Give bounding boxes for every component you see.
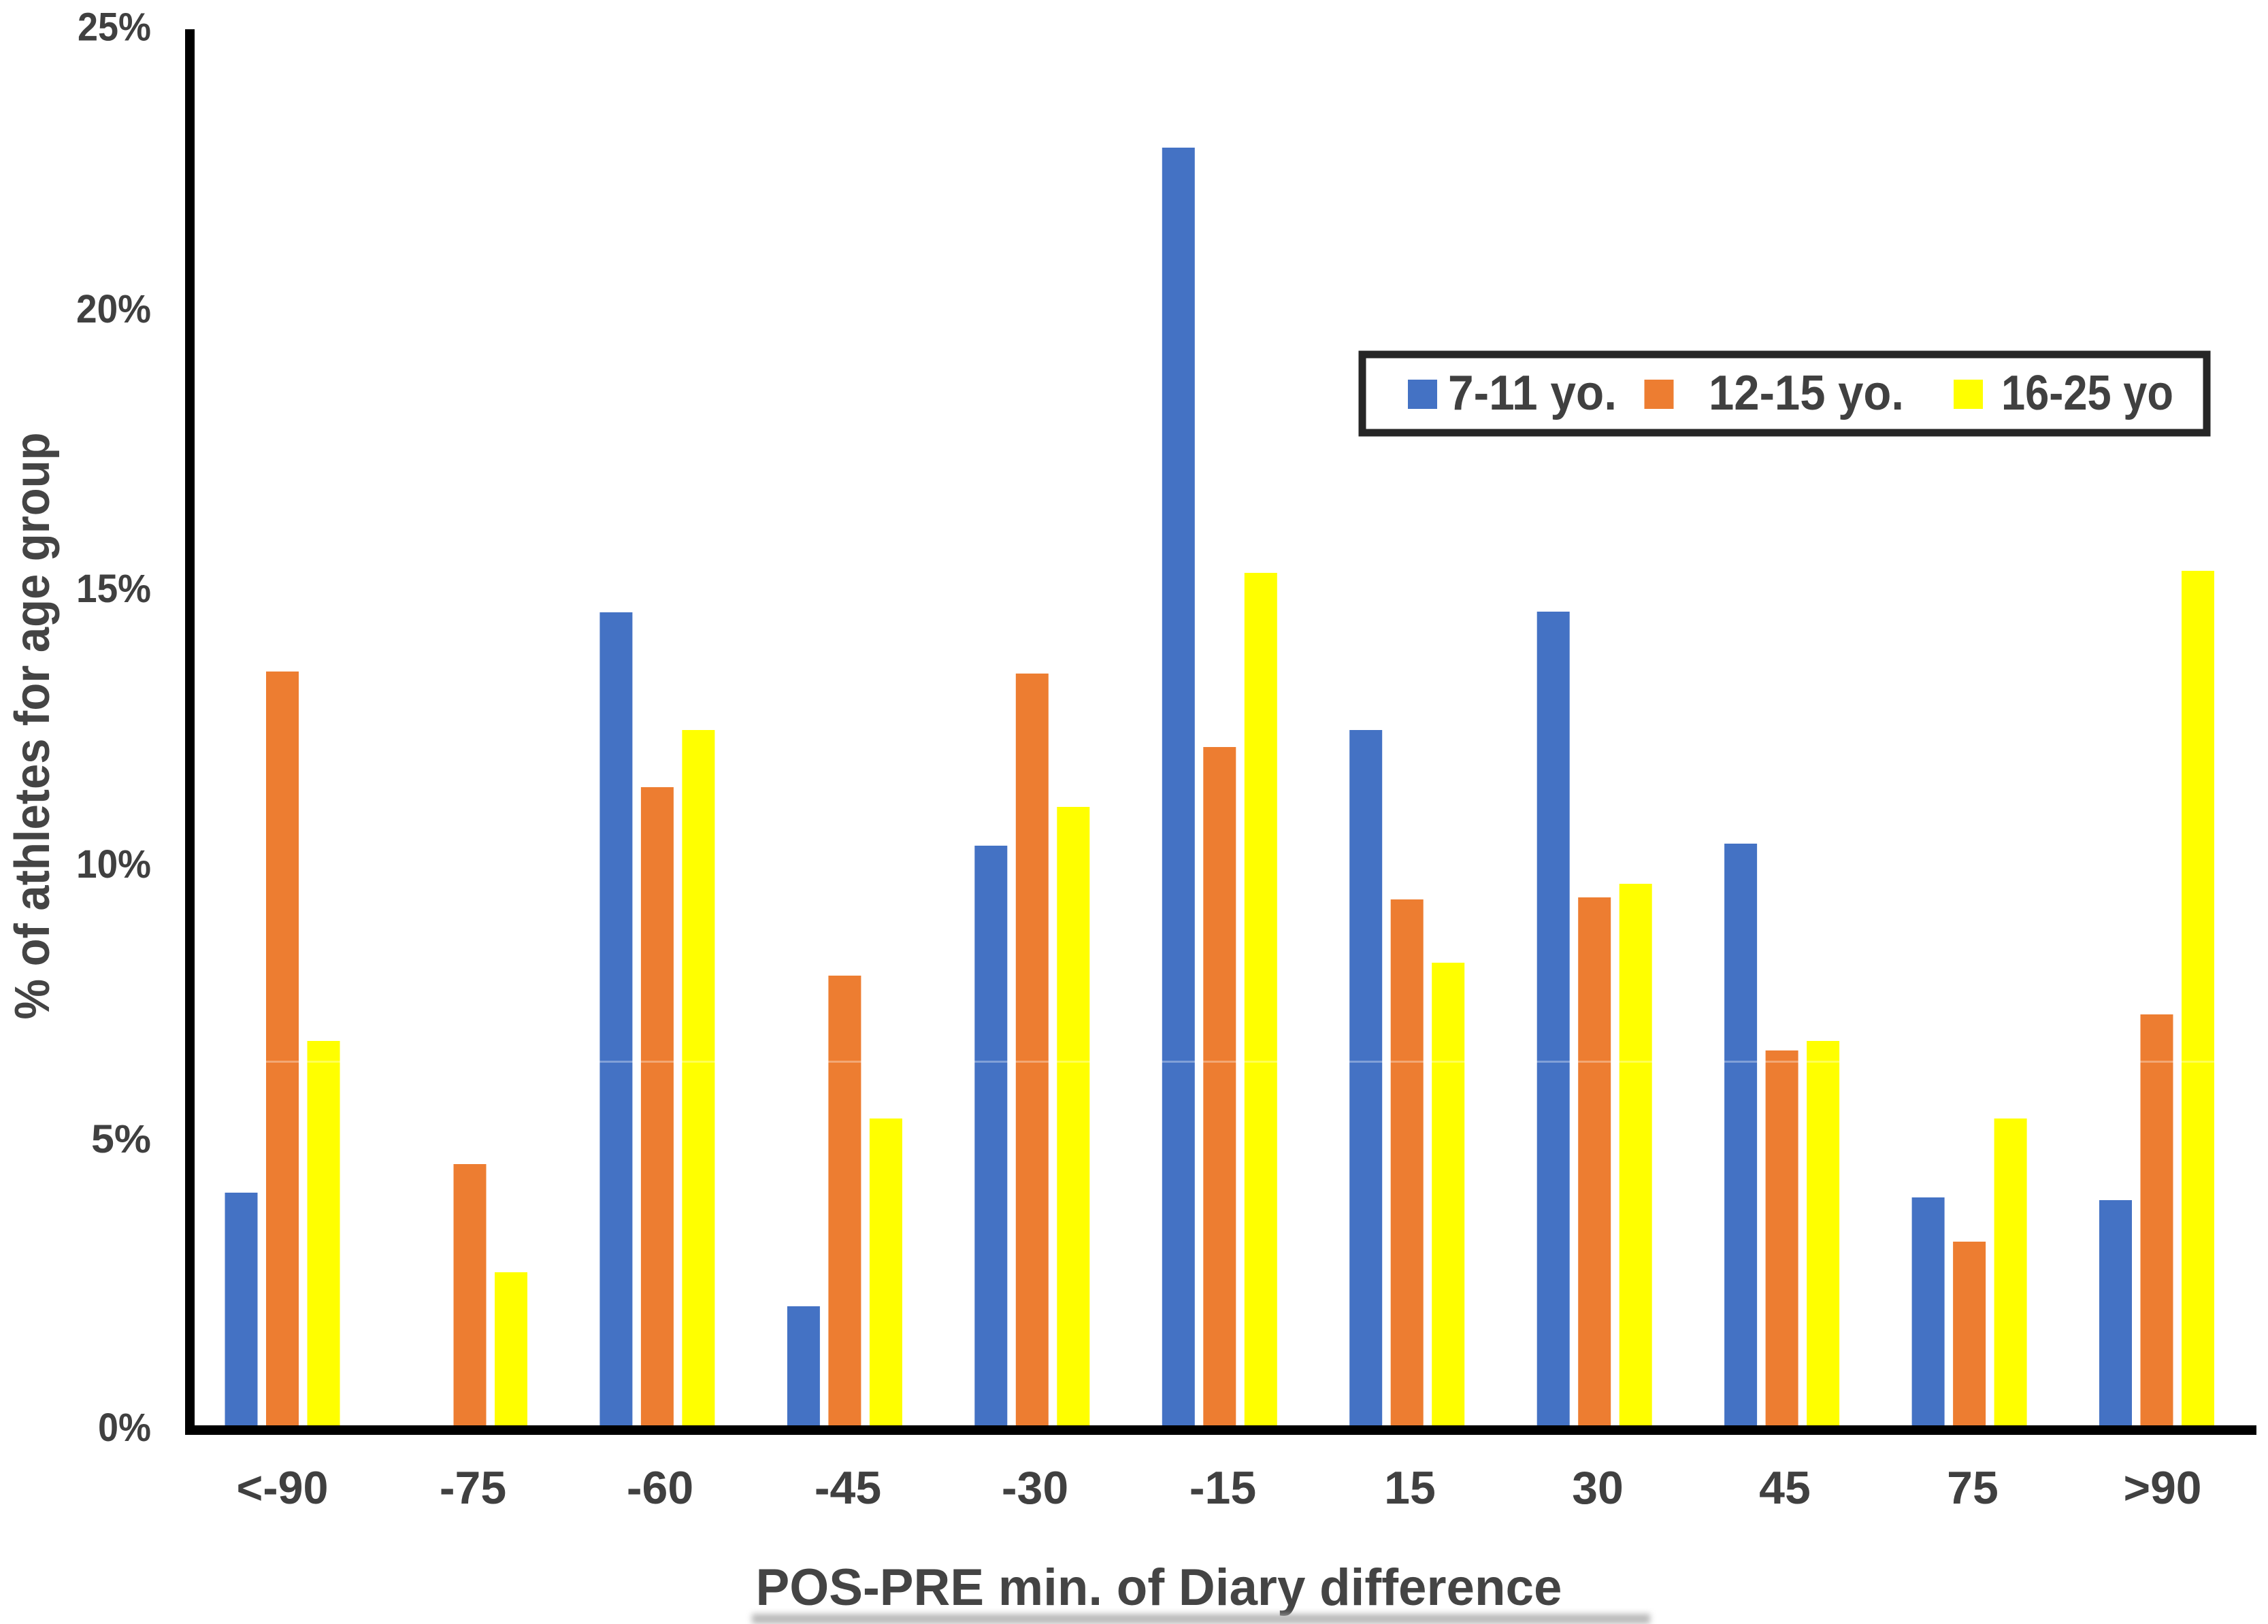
svg-text:<-90: <-90 [237,1462,329,1514]
svg-text:12-15 yo.: 12-15 yo. [1709,366,1904,420]
svg-text:30: 30 [1572,1462,1624,1514]
svg-text:15%: 15% [76,567,151,611]
svg-text:75: 75 [1947,1462,1999,1514]
svg-text:-45: -45 [815,1462,881,1514]
svg-text:-60: -60 [627,1462,693,1514]
svg-text:20%: 20% [76,287,151,331]
svg-text:45: 45 [1759,1462,1811,1514]
svg-text:POS-PRE min. of Diary differen: POS-PRE min. of Diary difference [756,1559,1562,1617]
svg-text:5%: 5% [91,1117,151,1161]
svg-text:>90: >90 [2124,1462,2202,1514]
svg-text:-30: -30 [1002,1462,1068,1514]
svg-text:% of athletes for age group: % of athletes for age group [5,433,60,1020]
svg-text:0%: 0% [98,1406,151,1450]
svg-text:-75: -75 [440,1462,506,1514]
svg-text:-15: -15 [1189,1462,1256,1514]
svg-text:16-25 yo: 16-25 yo [2001,366,2173,420]
svg-text:10%: 10% [76,842,151,886]
svg-text:15: 15 [1384,1462,1436,1514]
svg-text:25%: 25% [78,5,151,50]
svg-text:7-11 yo.: 7-11 yo. [1448,366,1617,420]
